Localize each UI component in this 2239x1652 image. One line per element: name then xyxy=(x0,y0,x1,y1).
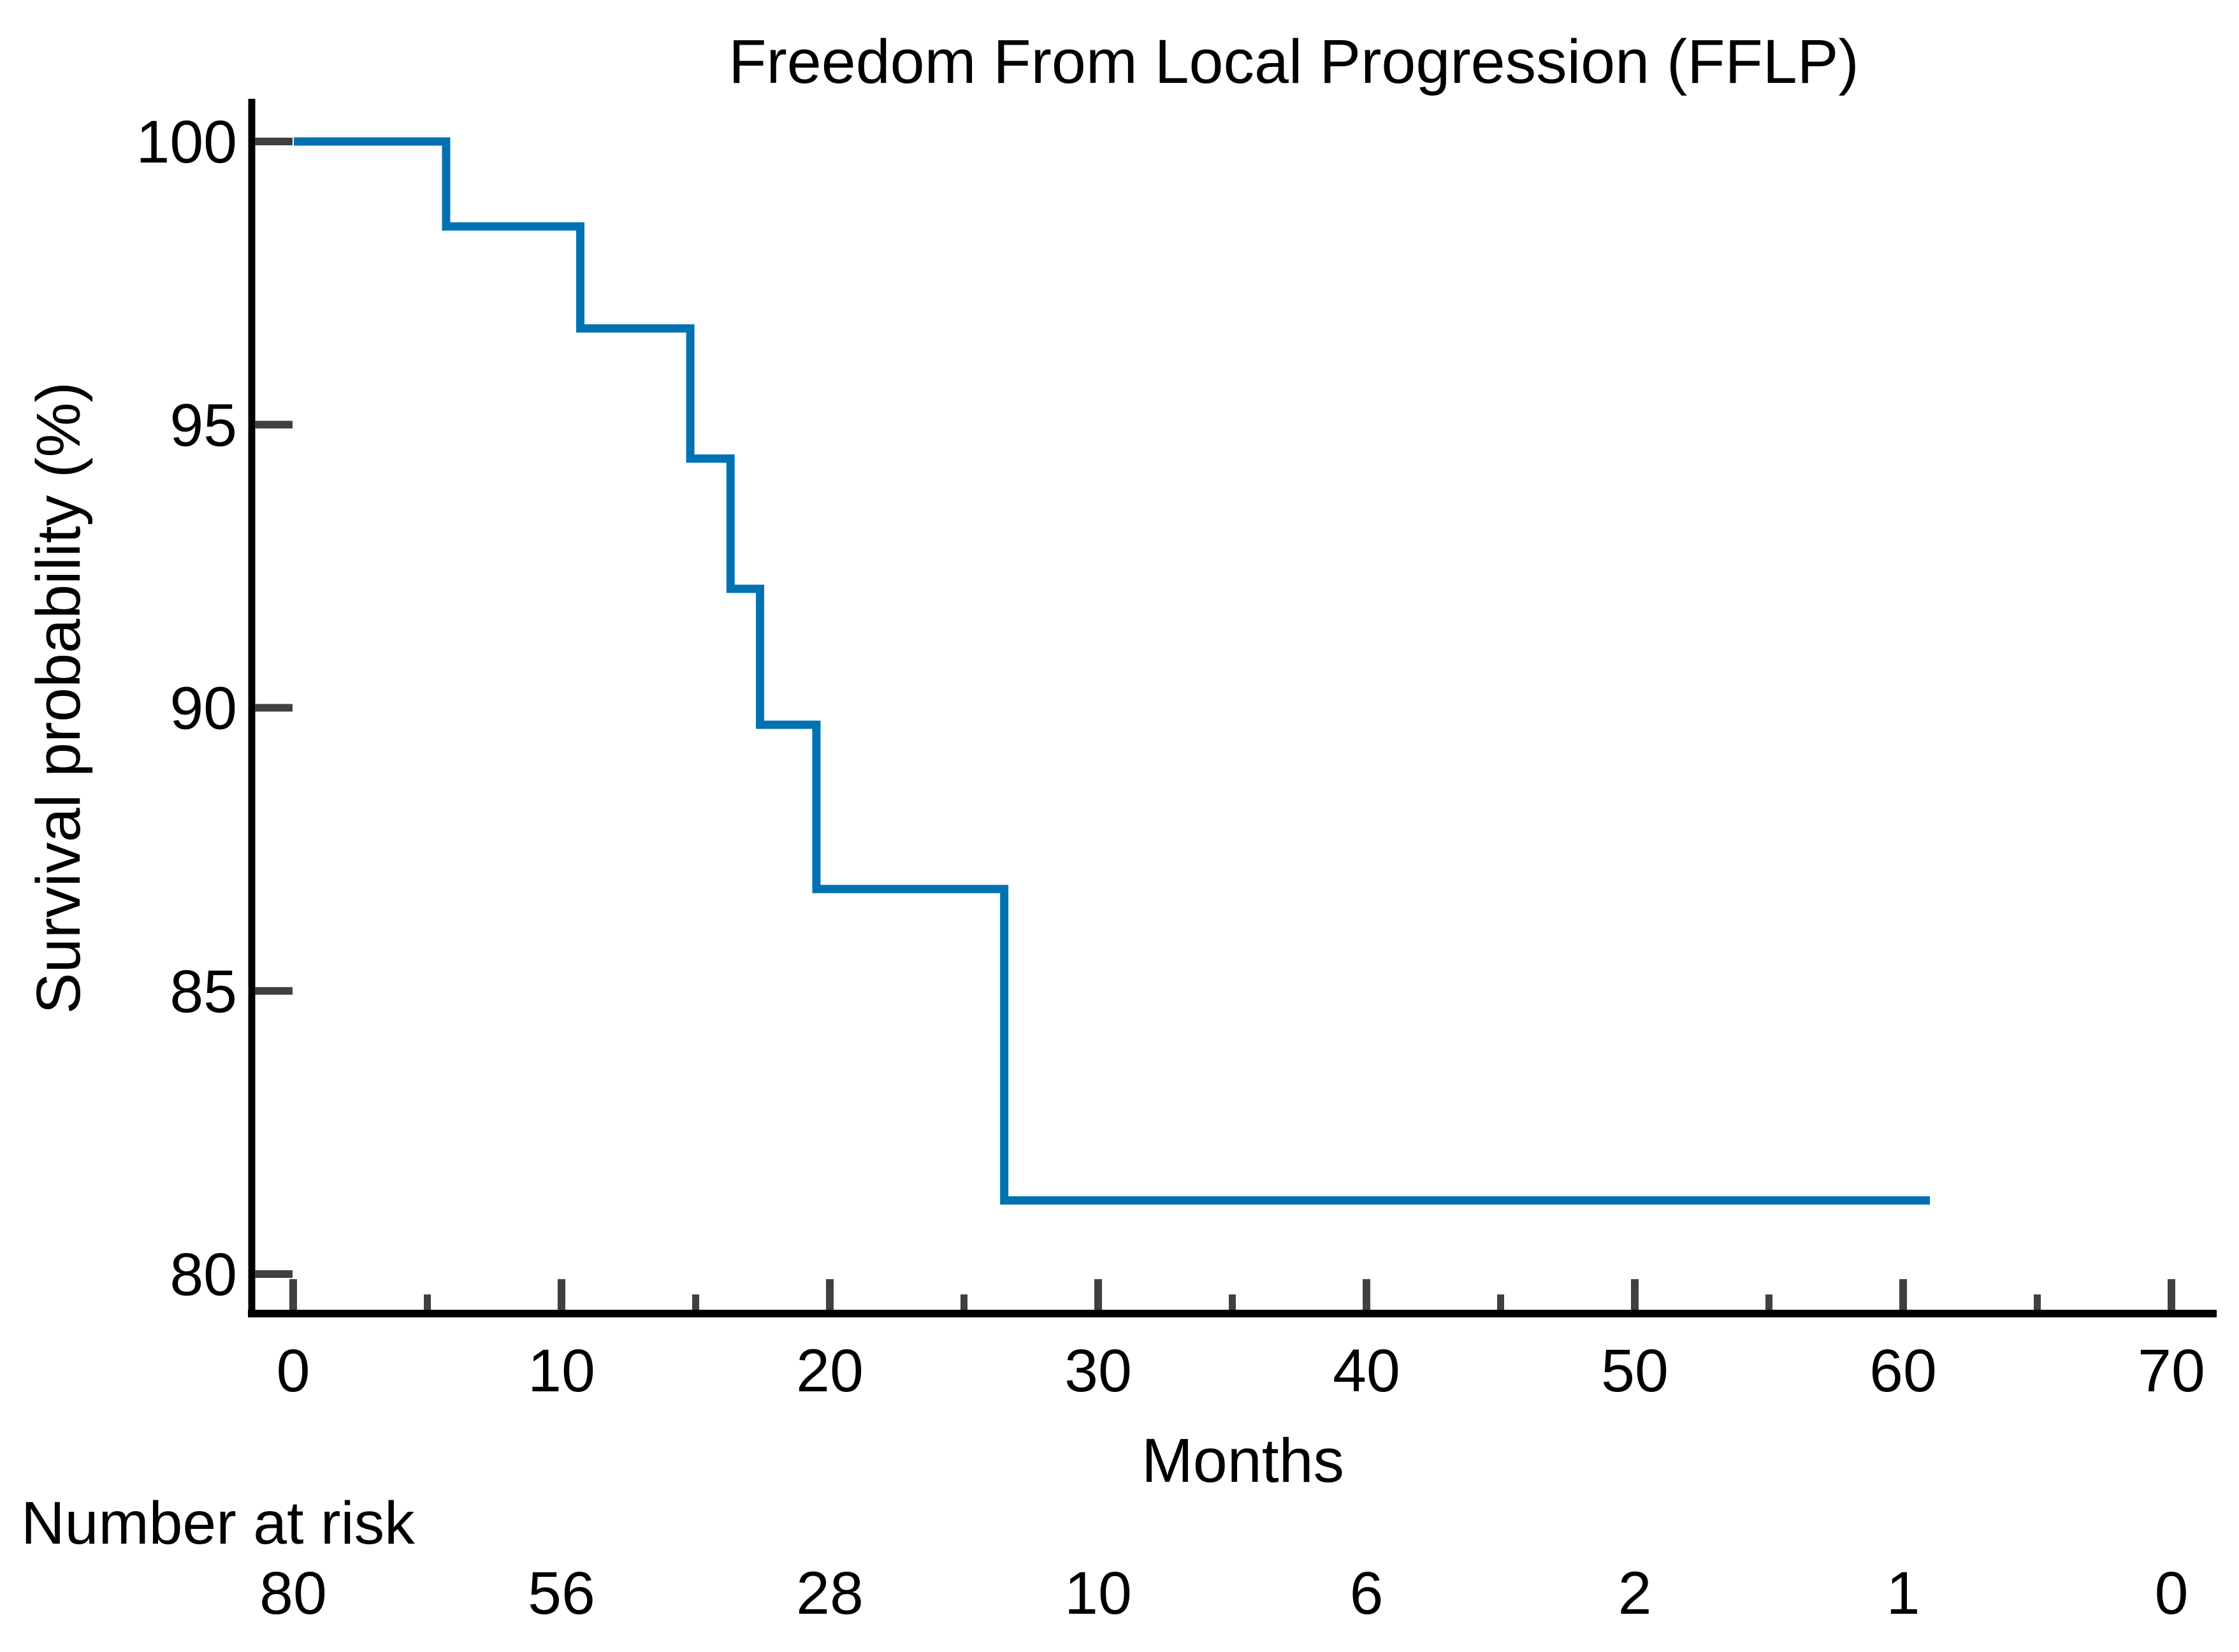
x-tick-label-70: 70 xyxy=(2138,1337,2205,1405)
y-axis-tick-labels: 100 95 90 85 80 xyxy=(136,108,237,1308)
x-tick-label-20: 20 xyxy=(796,1337,864,1405)
km-step-curve xyxy=(294,137,1931,1205)
y-axis-ticks xyxy=(255,138,293,1278)
y-tick-label-80: 80 xyxy=(170,1241,237,1308)
number-at-risk-label: Number at risk xyxy=(21,1489,415,1557)
risk-value-10mo: 56 xyxy=(528,1560,595,1627)
x-tick-label-0: 0 xyxy=(277,1337,310,1405)
x-tick-label-40: 40 xyxy=(1333,1337,1400,1405)
y-tick-label-100: 100 xyxy=(136,108,237,176)
chart-title: Freedom From Local Progression (FFLP) xyxy=(728,27,1859,96)
number-at-risk-row: 80 56 28 10 6 2 1 0 xyxy=(259,1560,2188,1627)
y-tick-label-95: 95 xyxy=(170,391,237,459)
risk-value-30mo: 10 xyxy=(1064,1560,1132,1627)
x-tick-label-30: 30 xyxy=(1064,1337,1132,1405)
risk-value-20mo: 28 xyxy=(796,1560,864,1627)
x-axis-tick-labels: 0 10 20 30 40 50 60 70 xyxy=(277,1337,2205,1405)
risk-value-60mo: 1 xyxy=(1887,1560,1920,1627)
x-tick-label-60: 60 xyxy=(1869,1337,1937,1405)
risk-value-50mo: 2 xyxy=(1618,1560,1652,1627)
y-axis-title: Survival probability (%) xyxy=(24,382,93,1014)
km-step-curve-group xyxy=(294,137,1931,1205)
x-tick-label-50: 50 xyxy=(1601,1337,1669,1405)
x-tick-label-10: 10 xyxy=(528,1337,595,1405)
y-tick-label-90: 90 xyxy=(170,675,237,743)
x-axis-ticks xyxy=(289,1279,2175,1310)
x-axis-title: Months xyxy=(1141,1426,1344,1495)
risk-value-40mo: 6 xyxy=(1350,1560,1384,1627)
risk-value-0mo: 80 xyxy=(259,1560,327,1627)
risk-value-70mo: 0 xyxy=(2155,1560,2189,1627)
y-tick-label-85: 85 xyxy=(170,958,237,1025)
